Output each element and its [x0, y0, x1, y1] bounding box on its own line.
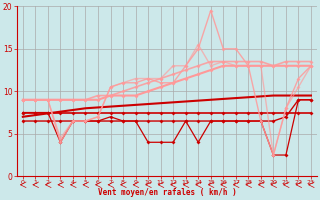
X-axis label: Vent moyen/en rafales ( km/h ): Vent moyen/en rafales ( km/h )	[98, 188, 236, 197]
